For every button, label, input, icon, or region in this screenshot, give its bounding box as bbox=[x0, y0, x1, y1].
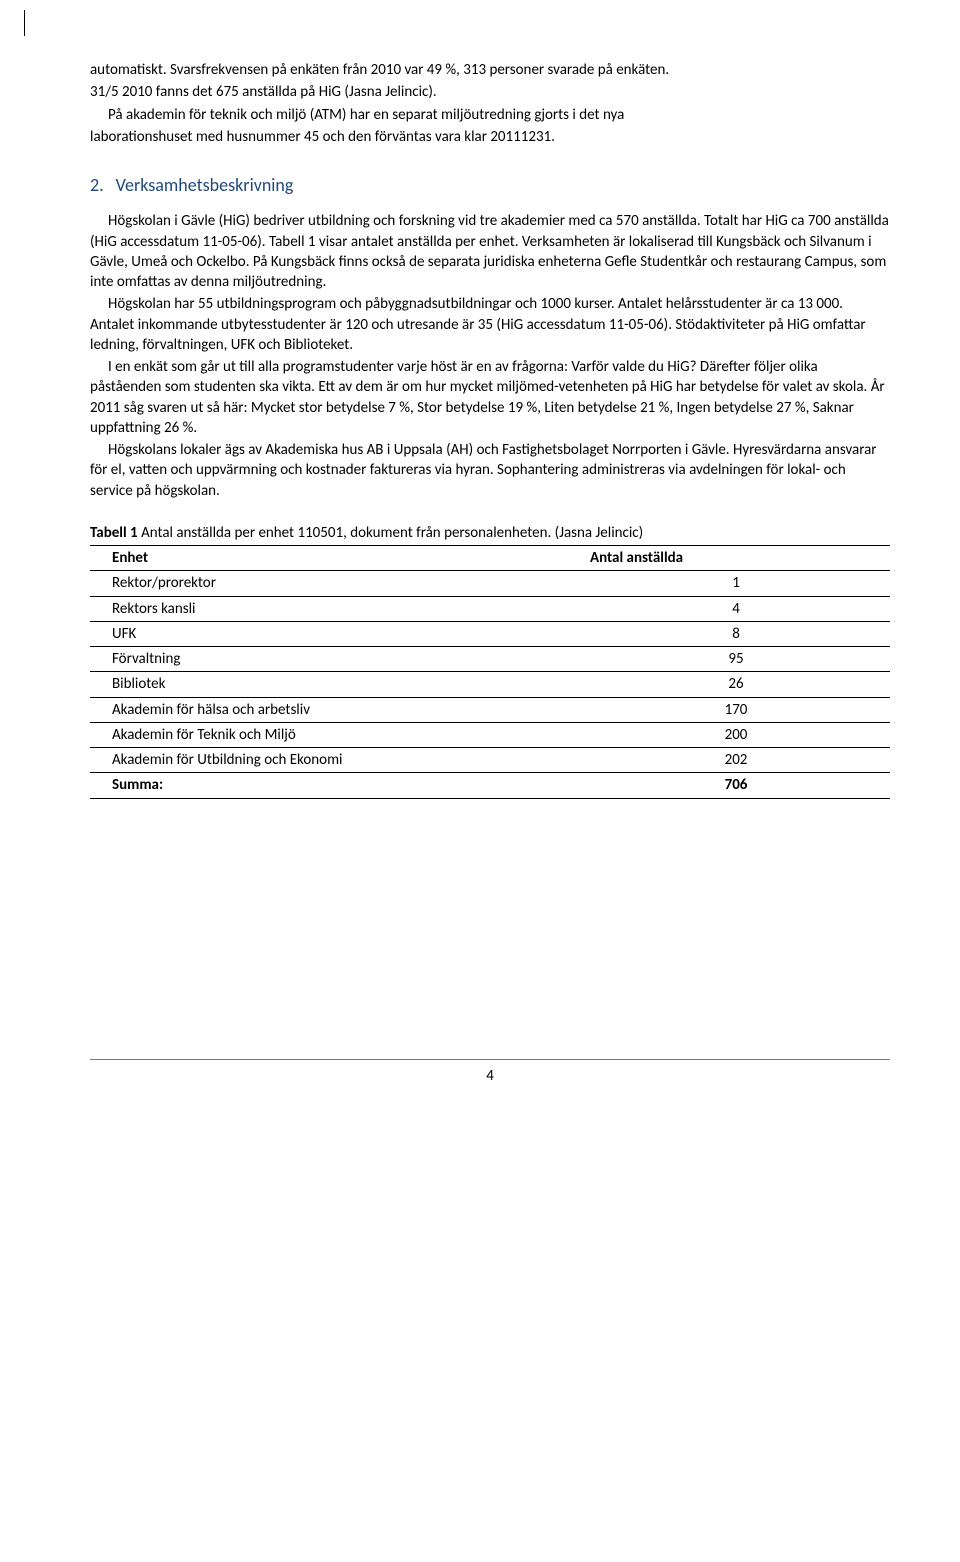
table-sum-row: Summa: 706 bbox=[90, 773, 890, 798]
body-paragraph: Högskolan i Gävle (HiG) bedriver utbildn… bbox=[90, 211, 890, 292]
table-cell-value: 8 bbox=[586, 621, 890, 646]
table-row: Akademin för Utbildning och Ekonomi 202 bbox=[90, 748, 890, 773]
table-row: Akademin för Teknik och Miljö 200 bbox=[90, 722, 890, 747]
section-title: Verksamhetsbeskrivning bbox=[116, 174, 294, 196]
table-cell-label: Rektors kansli bbox=[90, 596, 586, 621]
section-number: 2. bbox=[90, 174, 104, 196]
table-caption: Tabell 1 Antal anställda per enhet 11050… bbox=[90, 523, 890, 543]
body-paragraph: Högskolan har 55 utbildningsprogram och … bbox=[90, 294, 890, 355]
intro-paragraph-line: 31/5 2010 fanns det 675 anställda på HiG… bbox=[90, 82, 890, 102]
table-cell-value: 1 bbox=[586, 571, 890, 596]
table-cell-label: Akademin för hälsa och arbetsliv bbox=[90, 697, 586, 722]
table-row: Akademin för hälsa och arbetsliv 170 bbox=[90, 697, 890, 722]
body-paragraph: Högskolans lokaler ägs av Akademiska hus… bbox=[90, 440, 890, 501]
table-cell-label: Akademin för Teknik och Miljö bbox=[90, 722, 586, 747]
table-cell-label: Förvaltning bbox=[90, 647, 586, 672]
table-sum-value: 706 bbox=[586, 773, 890, 798]
table-cell-label: Bibliotek bbox=[90, 672, 586, 697]
table-cell-value: 26 bbox=[586, 672, 890, 697]
intro-paragraph-line: laborationshuset med husnummer 45 och de… bbox=[90, 127, 890, 147]
table-sum-label: Summa: bbox=[90, 773, 586, 798]
table-caption-label: Tabell 1 bbox=[90, 524, 138, 542]
table-cell-value: 4 bbox=[586, 596, 890, 621]
table-row: Bibliotek 26 bbox=[90, 672, 890, 697]
body-paragraph: I en enkät som går ut till alla programs… bbox=[90, 357, 890, 438]
table-row: UFK 8 bbox=[90, 621, 890, 646]
table-header-cell: Enhet bbox=[90, 546, 586, 571]
table-header-cell: Antal anställda bbox=[586, 546, 890, 571]
table-row: Rektor/prorektor 1 bbox=[90, 571, 890, 596]
intro-paragraph-line: På akademin för teknik och miljö (ATM) h… bbox=[90, 105, 890, 125]
table-row: Förvaltning 95 bbox=[90, 647, 890, 672]
table-cell-value: 170 bbox=[586, 697, 890, 722]
table-cell-label: Rektor/prorektor bbox=[90, 571, 586, 596]
table-cell-value: 95 bbox=[586, 647, 890, 672]
table-caption-text: Antal anställda per enhet 110501, dokume… bbox=[138, 524, 644, 542]
table-cell-value: 200 bbox=[586, 722, 890, 747]
page-number: 4 bbox=[486, 1067, 494, 1085]
staff-table: Enhet Antal anställda Rektor/prorektor 1… bbox=[90, 545, 890, 799]
page-footer: 4 bbox=[90, 1059, 890, 1086]
table-row: Rektors kansli 4 bbox=[90, 596, 890, 621]
table-cell-label: Akademin för Utbildning och Ekonomi bbox=[90, 748, 586, 773]
intro-paragraph-line: automatiskt. Svarsfrekvensen på enkäten … bbox=[90, 60, 890, 80]
table-cell-value: 202 bbox=[586, 748, 890, 773]
table-header-row: Enhet Antal anställda bbox=[90, 546, 890, 571]
table-cell-label: UFK bbox=[90, 621, 586, 646]
section-heading: 2. Verksamhetsbeskrivning bbox=[90, 173, 890, 197]
